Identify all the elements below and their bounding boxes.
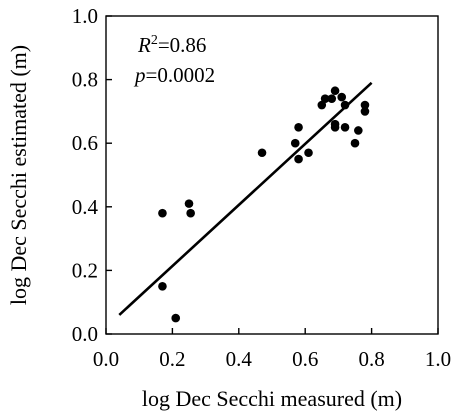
y-tick-label: 0.0 — [72, 322, 98, 346]
data-point — [171, 313, 181, 323]
x-tick-label: 0.4 — [226, 347, 253, 371]
data-point — [350, 138, 360, 148]
y-tick-label: 1.0 — [72, 4, 98, 28]
x-axis-label: log Dec Secchi measured (m) — [142, 386, 402, 411]
data-point — [304, 148, 313, 158]
regression-line — [118, 81, 373, 316]
y-tick-label: 0.8 — [72, 68, 98, 92]
data-point — [294, 154, 303, 164]
y-axis-label: log Dec Secchi estimated (m) — [6, 45, 31, 305]
r2-value: =0.86 — [158, 33, 207, 57]
data-point — [294, 123, 303, 132]
y-axis-ticks: 0.0 0.2 0.4 0.6 0.8 1.0 — [72, 4, 112, 346]
data-point — [327, 94, 337, 103]
x-tick-label: 0.0 — [93, 347, 119, 371]
data-point — [330, 123, 340, 132]
data-point — [360, 107, 370, 116]
data-point — [340, 100, 350, 110]
data-point — [158, 208, 167, 218]
data-points — [158, 86, 370, 323]
data-point — [360, 100, 370, 110]
data-point — [340, 123, 350, 132]
x-tick-label: 0.2 — [159, 347, 185, 371]
y-tick-label: 0.4 — [72, 195, 99, 219]
x-tick-label: 0.6 — [292, 347, 318, 371]
plot-area-frame — [105, 15, 439, 335]
p-symbol: p — [133, 63, 146, 87]
y-tick-label: 0.6 — [72, 131, 98, 155]
data-point — [354, 126, 363, 135]
data-point — [257, 148, 267, 158]
x-axis-ticks: 0.0 0.2 0.4 0.6 0.8 1.0 — [93, 328, 451, 371]
regression-line-group — [118, 81, 373, 316]
data-point — [186, 208, 195, 218]
x-tick-label: 1.0 — [425, 347, 451, 371]
data-point — [184, 199, 194, 208]
r2-symbol: R — [137, 33, 151, 57]
data-point — [290, 138, 300, 148]
p-value: =0.0002 — [146, 63, 216, 87]
data-point — [158, 282, 167, 291]
p-annotation: p=0.0002 — [133, 63, 215, 87]
data-point — [330, 86, 340, 96]
y-tick-label: 0.2 — [72, 258, 98, 282]
data-point — [320, 94, 330, 103]
data-point — [317, 100, 327, 110]
r2-superscript: 2 — [151, 33, 158, 48]
r2-annotation: R2=0.86 — [137, 33, 206, 57]
x-tick-label: 0.8 — [358, 347, 384, 371]
data-point — [337, 92, 347, 102]
